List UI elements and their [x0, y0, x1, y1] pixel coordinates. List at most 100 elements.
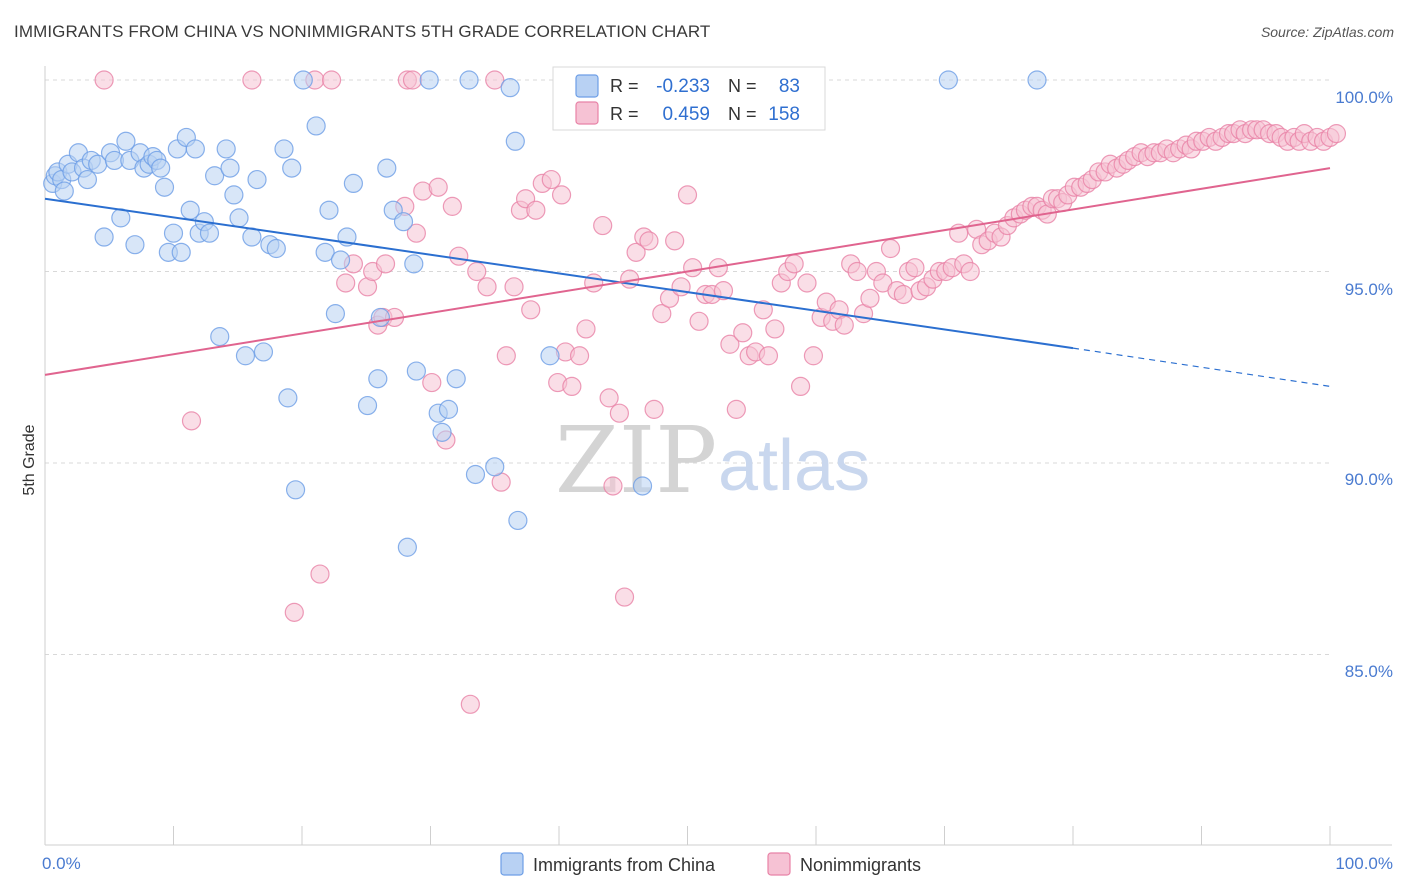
data-point-nonimmigrant: [905, 258, 925, 278]
legend-r-label: R =: [610, 104, 639, 124]
data-point-china: [163, 223, 184, 243]
data-point-nonimmigrant: [442, 196, 462, 216]
legend-n-label: N =: [728, 104, 757, 124]
trend-line-china: [44, 197, 1074, 350]
data-point-nonimmigrant: [720, 334, 740, 354]
data-point-nonimmigrant: [652, 304, 672, 324]
x-tick-label: 0.0%: [42, 854, 81, 873]
data-point-china: [508, 510, 528, 531]
data-point-nonimmigrant: [603, 476, 623, 496]
data-point-china: [285, 480, 306, 500]
data-point-china: [377, 158, 397, 178]
data-point-china: [465, 464, 486, 485]
data-point-nonimmigrant: [733, 323, 753, 343]
series-legend-swatch-blue: [500, 852, 524, 876]
data-point-china: [266, 238, 286, 259]
data-point-nonimmigrant: [467, 261, 487, 282]
trend-lines: [44, 167, 1331, 387]
data-point-china: [485, 457, 505, 477]
data-point-nonimmigrant: [242, 70, 262, 90]
data-point-nonimmigrant: [689, 311, 709, 331]
data-point-nonimmigrant: [593, 215, 613, 236]
data-point-china: [171, 242, 191, 262]
data-point-nonimmigrant: [181, 411, 202, 431]
data-point-china: [343, 173, 363, 194]
legend-r-label: R =: [610, 76, 639, 96]
legend-n-value: 158: [768, 104, 800, 125]
data-point-china: [446, 369, 466, 389]
data-point-china: [540, 346, 560, 366]
data-point-nonimmigrant: [665, 231, 685, 251]
data-point-nonimmigrant: [758, 346, 779, 366]
data-point-nonimmigrant: [504, 277, 524, 297]
data-point-nonimmigrant: [526, 200, 546, 220]
data-point-nonimmigrant: [460, 694, 480, 714]
data-point-nonimmigrant: [496, 346, 516, 366]
data-point-china: [404, 254, 424, 274]
data-point-china: [247, 169, 267, 190]
data-point-nonimmigrant: [765, 319, 785, 339]
data-point-china: [397, 537, 417, 557]
data-point-nonimmigrant: [784, 254, 804, 274]
trend-line-china-extrapolated: [1072, 347, 1331, 387]
data-point-nonimmigrant: [1326, 124, 1347, 144]
data-point-nonimmigrant: [402, 70, 423, 90]
data-point-nonimmigrant: [860, 288, 880, 308]
series-immigrants-from-china: [43, 70, 1047, 557]
legend-n-value: 83: [779, 76, 800, 97]
data-point-china: [151, 158, 171, 178]
data-point-china: [220, 158, 240, 178]
series-legend-label: Nonimmigrants: [800, 855, 921, 875]
data-point-china: [274, 139, 294, 159]
trend-line-nonimmigrants: [44, 167, 1331, 376]
data-point-china: [116, 131, 136, 151]
data-point-nonimmigrant: [893, 284, 913, 305]
data-point-china: [315, 242, 335, 262]
data-point-nonimmigrant: [960, 261, 980, 282]
series-legend-label: Immigrants from China: [533, 855, 716, 875]
data-point-nonimmigrant: [551, 185, 572, 205]
data-point-nonimmigrant: [880, 238, 901, 259]
data-point-china: [938, 70, 958, 90]
data-point-nonimmigrant: [609, 403, 629, 423]
data-point-china: [393, 212, 414, 232]
watermark: ZIP atlas: [555, 407, 870, 514]
source-credit: Source: ZipAtlas.com: [1260, 24, 1394, 40]
data-point-nonimmigrant: [569, 346, 590, 366]
data-point-china: [632, 476, 653, 496]
legend-r-value: -0.233: [656, 76, 710, 97]
axes: [44, 66, 1392, 846]
stats-legend: R = -0.233 N = 83 R = 0.459 N = 158: [552, 66, 826, 131]
data-point-nonimmigrant: [562, 376, 582, 396]
legend-swatch-pink: [575, 101, 599, 125]
data-point-nonimmigrant: [713, 281, 734, 301]
data-point-nonimmigrant: [671, 277, 691, 297]
data-point-china: [370, 307, 390, 328]
data-point-nonimmigrant: [847, 261, 867, 282]
series-legend-swatch-pink: [767, 852, 791, 876]
data-point-china: [224, 185, 244, 205]
data-point-nonimmigrant: [449, 246, 469, 266]
data-point-nonimmigrant: [321, 70, 342, 90]
data-point-china: [278, 388, 298, 408]
data-point-china: [357, 395, 378, 416]
data-point-nonimmigrant: [375, 254, 396, 274]
data-point-china: [406, 361, 426, 381]
series-legend: Immigrants from China Nonimmigrants: [500, 852, 921, 876]
data-point-china: [94, 227, 114, 247]
data-point-china: [1027, 70, 1047, 90]
data-point-nonimmigrant: [614, 587, 635, 607]
data-point-china: [432, 422, 452, 442]
data-point-china: [368, 369, 388, 389]
data-point-nonimmigrant: [726, 399, 746, 419]
data-point-china: [205, 166, 225, 186]
data-point-nonimmigrant: [683, 258, 703, 278]
data-point-china: [459, 70, 479, 90]
data-point-nonimmigrant: [790, 376, 811, 396]
data-point-nonimmigrant: [639, 231, 659, 251]
data-point-china: [325, 304, 346, 324]
data-point-nonimmigrant: [406, 223, 426, 243]
data-point-china: [438, 399, 459, 419]
data-point-china: [330, 250, 351, 270]
